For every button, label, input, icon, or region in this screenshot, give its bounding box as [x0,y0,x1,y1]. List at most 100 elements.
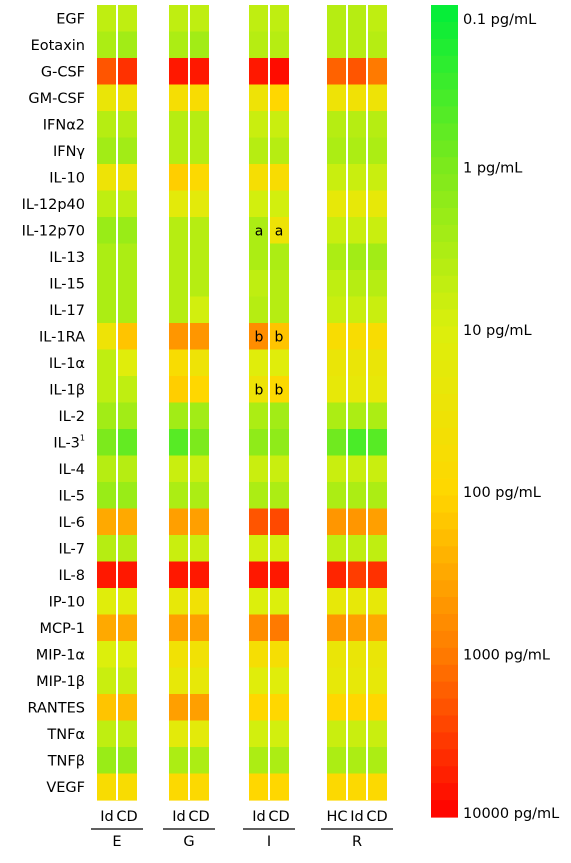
cell-ifn-i-id [249,137,269,165]
cell-mip-1-r-cd [367,667,387,695]
cell-il-5-r-hc [327,482,347,510]
cell-mip-1-r-cd [367,641,387,669]
cell-tnf-r-id [347,747,367,775]
cell-mcp-1-e-cd [117,614,137,642]
column-label-i-id: Id [252,809,265,825]
color-scale-step [431,191,458,209]
cell-gm-csf-i-id [249,84,269,112]
cell-il-12p40-e-id [97,190,117,218]
cell-ifn-2-i-cd [269,111,289,139]
cell-il-8-i-id [249,561,269,589]
cell-mcp-1-g-cd [189,614,209,642]
color-scale-step [431,444,458,463]
cell-il-3-e-cd [117,429,137,457]
cell-tnf-i-id [249,747,269,775]
cell-il-3-i-id [249,429,269,457]
cell-mip-1-e-cd [117,641,137,669]
cell-ifn-2-i-id [249,111,269,139]
cell-il-1ra-e-cd [117,323,137,351]
row-label-il-8: IL-8 [58,568,85,584]
cell-mcp-1-e-id [97,614,117,642]
cell-il-1-g-id [169,349,189,377]
color-scale-step [431,292,458,311]
cell-ifn-2-g-cd [189,111,209,139]
row-label-il-15: IL-15 [49,276,85,292]
cell-vegf-i-id [249,773,269,801]
row-label-superscript: 1 [80,433,85,442]
cell-il-15-i-cd [269,270,289,298]
color-scale-step [431,647,458,666]
cell-il-8-g-cd [189,561,209,589]
color-scale-step [431,411,458,429]
cell-ifn-2-e-id [97,111,117,139]
cell-egf-r-cd [367,5,387,33]
cell-vegf-e-cd [117,773,137,801]
cell-g-csf-i-cd [269,58,289,86]
color-scale-step [431,580,458,598]
cell-il-5-g-cd [189,482,209,510]
cell-tnf-r-id [347,720,367,748]
cell-vegf-e-id [97,773,117,801]
row-label-il-1ra: IL-1RA [39,329,85,345]
cell-il-2-r-hc [327,402,347,430]
color-scale-step [431,38,458,57]
cell-il-1ra-g-cd [189,323,209,351]
column-label-e-cd: CD [116,809,137,825]
cell-gm-csf-r-id [347,84,367,112]
color-scale-step [431,258,458,277]
cell-mip-1-r-hc [327,667,347,695]
row-label-il-17: IL-17 [49,303,85,319]
cell-vegf-i-cd [269,773,289,801]
cell-annotation: a [255,223,264,239]
color-scale-step [431,783,458,801]
row-label-il-12p40: IL-12p40 [22,197,85,213]
cell-il-1-e-cd [117,349,137,377]
cell-g-csf-i-id [249,58,269,86]
column-label-g-cd: CD [188,809,209,825]
cell-il-1-r-id [347,349,367,377]
color-scale-step [431,208,458,226]
cell-ip-10-e-cd [117,588,137,616]
cell-egf-e-id [97,5,117,33]
color-scale-step [431,614,458,632]
cell-il-6-i-cd [269,508,289,536]
cell-egf-r-id [347,5,367,33]
cell-eotaxin-r-cd [367,31,387,59]
cell-il-15-r-hc [327,270,347,298]
cell-il-5-i-id [249,482,269,510]
cell-il-15-e-cd [117,270,137,298]
cell-eotaxin-i-id [249,31,269,59]
cell-il-12p70-i-cd [269,217,289,245]
cell-mip-1-g-cd [189,667,209,695]
cell-il-17-r-cd [367,296,387,324]
cell-eotaxin-r-id [347,31,367,59]
cell-il-8-r-id [347,561,367,589]
color-scale-step [431,5,458,23]
color-scale-step [431,766,458,784]
cell-mcp-1-r-cd [367,614,387,642]
cell-tnf-e-cd [117,720,137,748]
cell-il-8-g-id [169,561,189,589]
color-scale-label: 0.1 pg/mL [463,12,536,28]
cell-il-17-e-id [97,296,117,324]
column-label-r-hc: HC [326,809,347,825]
cell-ip-10-g-cd [189,588,209,616]
cell-tnf-r-hc [327,747,347,775]
cell-il-4-g-cd [189,455,209,483]
row-label-il-6: IL-6 [58,515,85,531]
cell-eotaxin-g-cd [189,31,209,59]
row-label-il-1: IL-1β [49,382,85,398]
cell-mip-1-r-id [347,641,367,669]
cell-mip-1-i-id [249,667,269,695]
cell-il-4-r-cd [367,455,387,483]
cell-il-15-g-cd [189,270,209,298]
cell-mcp-1-i-id [249,614,269,642]
color-scale-labels: 0.1 pg/mL 1 pg/mL 10 pg/mL 100 pg/mL 1000 pg… [463,12,559,822]
row-label-il-10: IL-10 [49,170,85,186]
row-label-gm-csf: GM-CSF [28,91,85,107]
color-scale-step [431,800,458,818]
group-label-g: G [183,834,194,850]
cell-g-csf-r-id [347,58,367,86]
cell-il-1-i-cd [269,349,289,377]
